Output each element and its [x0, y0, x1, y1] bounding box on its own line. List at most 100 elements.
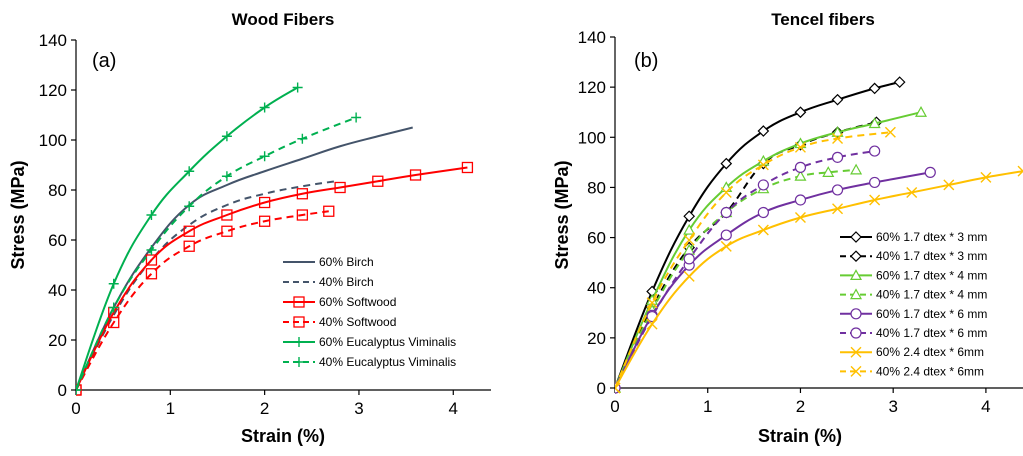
chart-title: Tencel fibers: [771, 10, 875, 29]
data-point: [683, 253, 695, 265]
data-point: [221, 209, 233, 221]
y-tick-label: 120: [39, 81, 67, 100]
y-axis-label: Stress (MPa): [8, 160, 28, 269]
data-point: [258, 196, 271, 209]
legend-label: 60% 1.7 dtex * 6 mm: [876, 307, 987, 321]
data-point: [108, 278, 119, 289]
data-point: [869, 145, 881, 157]
data-point: [794, 106, 807, 119]
series-5: [76, 112, 362, 395]
data-point: [757, 206, 769, 219]
x-axis-label: Strain (%): [758, 426, 842, 446]
legend-label: 60% Eucalyptus Viminalis: [319, 335, 456, 349]
series-7: [615, 126, 896, 394]
series-3: [76, 205, 335, 396]
x-tick-label: 1: [166, 399, 175, 418]
data-point: [914, 105, 928, 117]
legend-label: 60% Birch: [319, 255, 374, 269]
data-point: [1017, 165, 1023, 177]
y-tick-label: 40: [587, 279, 606, 298]
data-point: [794, 161, 807, 173]
data-point: [323, 205, 335, 217]
y-tick-label: 80: [48, 181, 67, 200]
x-tick-label: 0: [610, 397, 619, 416]
legend-entry: 40% Softwood: [283, 315, 396, 329]
data-point: [646, 297, 658, 309]
y-tick-label: 120: [578, 78, 606, 97]
series-line: [615, 170, 1023, 389]
data-point: [757, 125, 770, 137]
data-point: [221, 225, 233, 237]
y-tick-label: 140: [578, 28, 606, 47]
chart-panel-b: Tencel fibers 0 20 40 60 80 100 120 140 0 1 2 3 4 Stra…: [552, 10, 1023, 446]
data-point: [334, 181, 346, 194]
data-point: [108, 316, 120, 329]
data-point: [757, 179, 769, 191]
data-point: [720, 157, 733, 170]
data-point: [683, 223, 696, 235]
data-point: [868, 82, 881, 95]
data-point: [757, 224, 769, 236]
series-line: [76, 210, 329, 391]
data-point: [183, 240, 195, 252]
series-line: [76, 180, 336, 391]
data-point: [259, 102, 270, 113]
y-tick-label: 0: [597, 379, 606, 398]
legend-marker: [850, 365, 862, 377]
data-point: [409, 169, 422, 181]
series-2: [76, 161, 474, 396]
legend-label: 60% 1.7 dtex * 4 mm: [876, 268, 987, 282]
series-line: [615, 131, 891, 389]
legend-label: 40% Birch: [319, 275, 374, 289]
legend-label: 40% Eucalyptus Viminalis: [319, 355, 456, 369]
legend-entry: 60% 1.7 dtex * 6 mm: [840, 307, 987, 321]
legend-marker: [293, 296, 305, 308]
data-point: [720, 240, 732, 252]
series-line: [76, 166, 468, 391]
data-point: [832, 133, 844, 145]
legend-entry: 40% 1.7 dtex * 6 mm: [840, 326, 987, 340]
data-point: [683, 210, 696, 223]
x-tick-label: 3: [888, 397, 897, 416]
data-point: [184, 166, 195, 177]
series-4: [76, 82, 303, 395]
y-axis-label: Stress (MPa): [552, 160, 572, 269]
data-point: [822, 166, 835, 177]
legend-label: 40% 1.7 dtex * 3 mm: [876, 249, 987, 263]
data-point: [720, 229, 732, 241]
data-point: [76, 385, 81, 395]
x-tick-label: 4: [981, 397, 990, 416]
data-point: [831, 151, 844, 163]
data-point: [893, 76, 906, 88]
legend-entry: 40% 2.4 dtex * 6mm: [840, 364, 984, 378]
data-point: [980, 171, 992, 183]
legend-label: 40% Softwood: [319, 315, 396, 329]
data-point: [146, 245, 157, 255]
data-point: [146, 210, 157, 220]
x-tick-label: 2: [260, 399, 269, 418]
data-point: [221, 171, 232, 182]
legend-marker: [850, 250, 862, 263]
legend-entry: 60% 1.7 dtex * 4 mm: [840, 268, 987, 282]
data-point: [683, 270, 695, 282]
data-point: [850, 163, 863, 175]
data-point: [108, 302, 119, 313]
panel-label: (a): [92, 50, 116, 72]
series-0: [615, 76, 906, 394]
series-5: [615, 145, 881, 394]
data-point: [794, 169, 807, 181]
series-line: [76, 116, 357, 391]
legend-entry: 40% Birch: [283, 275, 374, 289]
legend-label: 40% 2.4 dtex * 6mm: [876, 364, 984, 378]
legend-entry: 40% 1.7 dtex * 4 mm: [840, 288, 987, 302]
data-point: [720, 206, 732, 219]
data-point: [943, 179, 955, 191]
x-tick-label: 1: [703, 397, 712, 416]
data-point: [259, 151, 270, 162]
y-tick-label: 100: [578, 128, 606, 147]
data-point: [924, 166, 936, 178]
data-point: [832, 203, 844, 215]
legend-entry: 60% Softwood: [283, 295, 396, 309]
data-point: [831, 93, 844, 106]
data-point: [794, 194, 807, 206]
